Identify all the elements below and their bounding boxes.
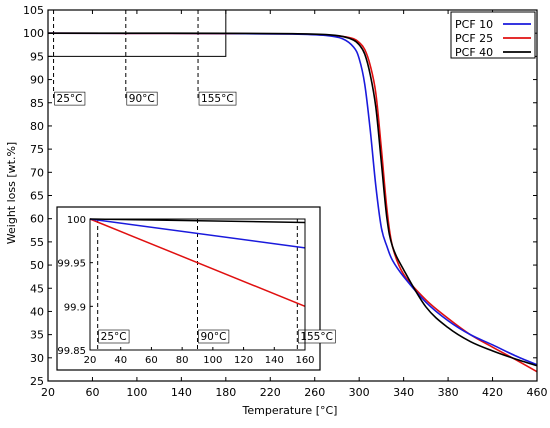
marker-label: 90°C <box>129 93 155 105</box>
inset-series-line-pcf-10 <box>89 218 306 249</box>
inset-y-tick-label: 99.85 <box>57 346 86 357</box>
inset-plot-frame <box>89 218 306 351</box>
x-tick-label: 140 <box>171 386 192 399</box>
legend-label: PCF 40 <box>455 46 493 59</box>
inset-x-tick-label: 160 <box>295 355 314 366</box>
inset-series-line-pcf-25 <box>89 218 306 308</box>
x-tick-label: 180 <box>215 386 236 399</box>
inset-marker-label-box <box>198 329 230 344</box>
plot-frame <box>47 9 538 382</box>
y-tick-label: 25 <box>30 375 44 388</box>
x-tick-label: 340 <box>393 386 414 399</box>
inset-y-tick-label: 99.95 <box>57 259 86 270</box>
inset-x-tick-label: 120 <box>234 355 253 366</box>
inset-marker-label-box <box>98 329 130 344</box>
y-tick-label: 70 <box>30 166 44 179</box>
y-tick-label: 100 <box>23 27 44 40</box>
y-axis-label: Weight loss [wt.%] <box>5 142 18 244</box>
inset-y-tick-label: 99.9 <box>64 302 86 313</box>
inset-series-line-pcf-40 <box>89 218 306 224</box>
legend-box <box>450 11 536 59</box>
x-tick-label: 300 <box>349 386 370 399</box>
x-tick-label: 220 <box>260 386 281 399</box>
marker-label-box <box>126 91 158 106</box>
y-tick-label: 95 <box>30 50 44 63</box>
inset-x-tick-label: 20 <box>84 355 97 366</box>
marker-label: 25°C <box>57 93 83 105</box>
marker-label-box <box>54 91 86 106</box>
inset-marker-label-box <box>298 329 336 344</box>
y-tick-label: 35 <box>30 329 44 342</box>
legend-label: PCF 10 <box>455 18 493 31</box>
y-tick-label: 60 <box>30 213 44 226</box>
inset-plot: 20 40 60 80 100 120 140 160 99.85 99.9 99.95 100 25°… <box>56 206 336 371</box>
y-tick-label: 80 <box>30 120 44 133</box>
y-tick-label: 40 <box>30 305 44 318</box>
y-tick-label: 75 <box>30 143 44 156</box>
inset-x-tick-label: 140 <box>265 355 284 366</box>
y-tick-label: 30 <box>30 352 44 365</box>
y-tick-label: 105 <box>23 4 44 17</box>
x-tick-label: 420 <box>482 386 503 399</box>
y-tick-label: 50 <box>30 259 44 272</box>
x-tick-label: 60 <box>85 386 99 399</box>
inset-x-tick-label: 40 <box>114 355 127 366</box>
legend-label: PCF 25 <box>455 32 493 45</box>
y-tick-label: 65 <box>30 190 44 203</box>
x-axis-label: Temperature [°C] <box>242 404 338 417</box>
y-tick-label: 55 <box>30 236 44 249</box>
x-tick-label: 260 <box>304 386 325 399</box>
inset-y-tick-label: 100 <box>67 215 86 226</box>
inset-x-tick-label: 60 <box>145 355 158 366</box>
y-tick-label: 85 <box>30 97 44 110</box>
x-tick-label: 460 <box>527 386 548 399</box>
inset-x-tick-label: 80 <box>176 355 189 366</box>
y-tick-label: 90 <box>30 74 44 87</box>
series-line-pcf-40 <box>47 32 538 367</box>
inset-marker-label: 25°C <box>101 331 127 343</box>
y-tick-label: 45 <box>30 282 44 295</box>
inset-marker-label: 155°C <box>300 331 333 343</box>
x-tick-label: 380 <box>438 386 459 399</box>
inset-x-tick-label: 100 <box>203 355 222 366</box>
main-plot: 20 60 100 140 180 220 260 300 340 380 420 460 25 30 35… <box>23 4 548 399</box>
marker-label-box <box>198 91 237 106</box>
x-tick-label: 100 <box>126 386 147 399</box>
x-tick-label: 20 <box>41 386 55 399</box>
inset-marker-label: 90°C <box>201 331 227 343</box>
marker-label: 155°C <box>201 93 234 105</box>
